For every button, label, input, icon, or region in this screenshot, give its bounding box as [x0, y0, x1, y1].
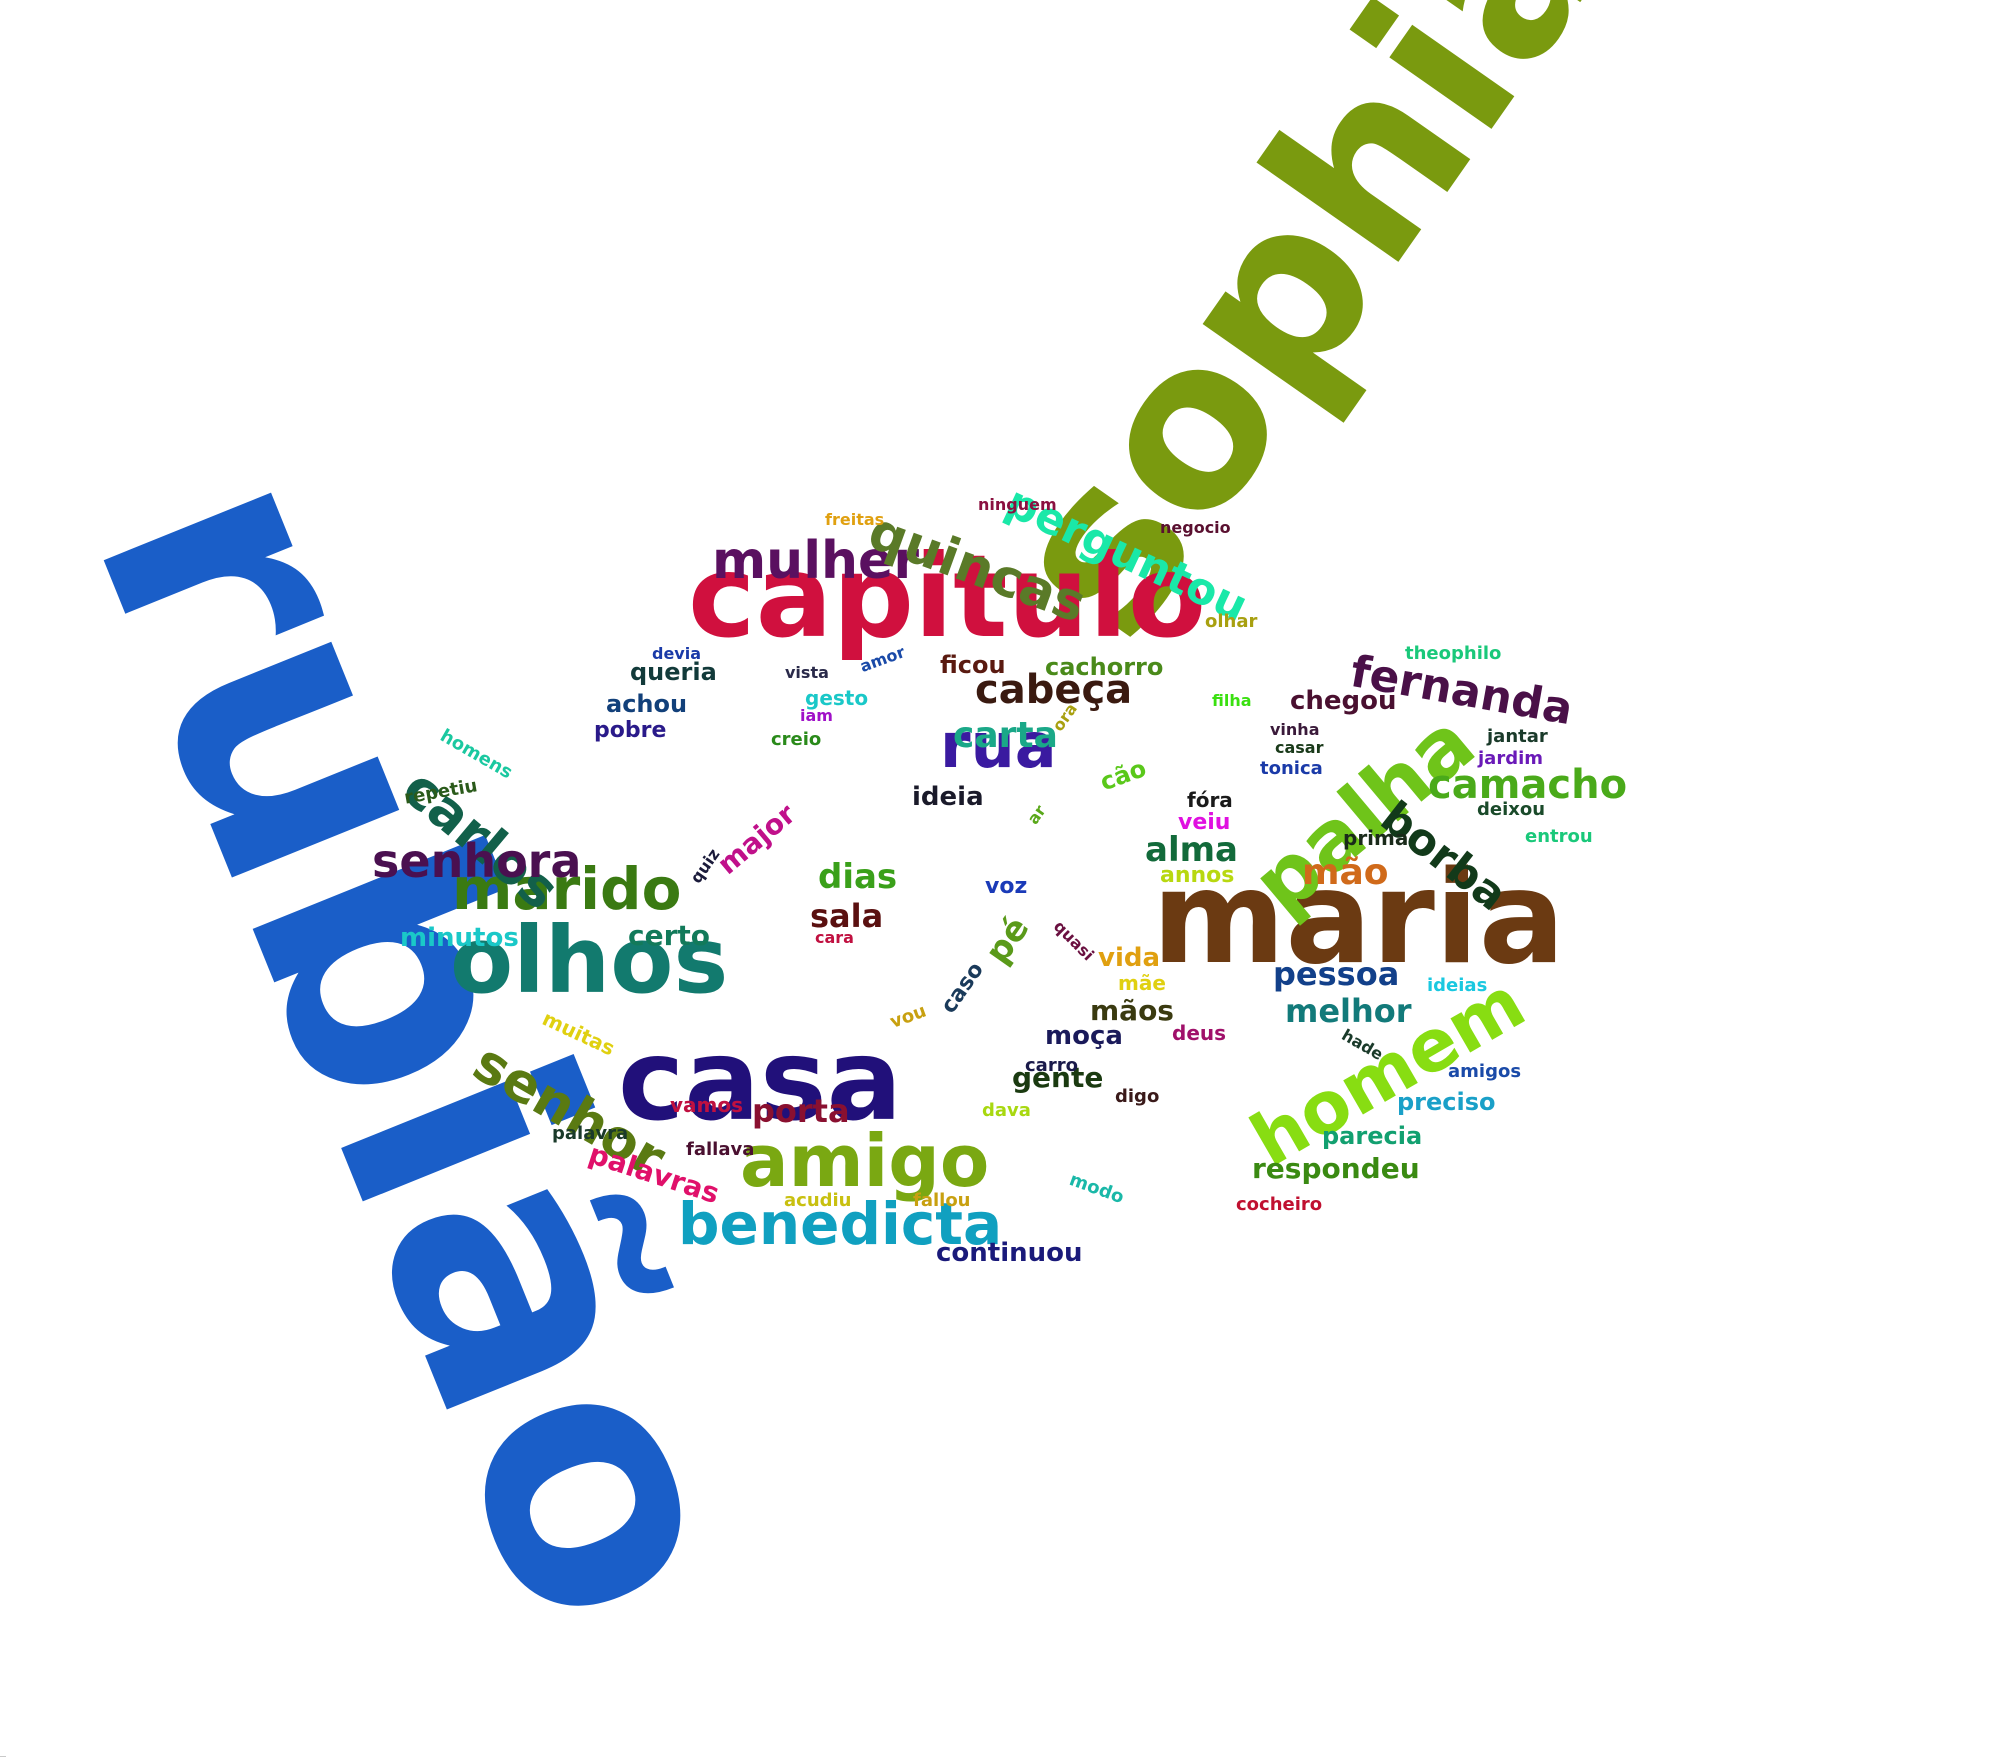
cloud-word: quasi	[1049, 916, 1098, 965]
cloud-word: ficou	[940, 651, 1006, 679]
cloud-word: senhora	[372, 834, 582, 888]
cloud-word: jantar	[1487, 726, 1548, 747]
cloud-word: palavra	[552, 1123, 629, 1144]
cloud-word: moça	[1045, 1021, 1123, 1051]
cloud-word: deixou	[1477, 799, 1546, 820]
cloud-word: digo	[1115, 1086, 1160, 1107]
cloud-word: casa	[618, 1016, 903, 1146]
cloud-word: carro	[1025, 1055, 1078, 1076]
cloud-word: gesto	[805, 686, 869, 710]
cloud-word: ninguem	[978, 495, 1057, 514]
cloud-word: tonica	[1260, 758, 1323, 779]
cloud-word: chegou	[1290, 686, 1397, 716]
cloud-word: fallava	[686, 1139, 755, 1160]
cloud-word: cocheiro	[1236, 1194, 1323, 1215]
cloud-word: capitulo	[688, 530, 1207, 663]
cloud-word: parecia	[1322, 1122, 1423, 1150]
cloud-word: casar	[1275, 738, 1324, 757]
cloud-word: certo	[628, 919, 711, 952]
cloud-word: devia	[652, 644, 702, 663]
cloud-word: vida	[1098, 943, 1161, 973]
cloud-word: rua	[940, 709, 1057, 782]
cloud-word: carta	[953, 715, 1058, 756]
cloud-word: caso	[936, 957, 990, 1019]
cloud-word: pessoa	[1273, 955, 1400, 993]
cloud-word: melhor	[1285, 992, 1412, 1030]
cloud-word: freitas	[825, 510, 885, 529]
cloud-word: ar	[1023, 801, 1050, 828]
cloud-word: camacho	[1428, 762, 1628, 808]
cloud-word: preciso	[1397, 1088, 1496, 1116]
cloud-word: gente	[1012, 1061, 1104, 1094]
cloud-word: continuou	[936, 1238, 1083, 1268]
cloud-word: cão	[1096, 754, 1150, 797]
cloud-word: respondeu	[1252, 1152, 1420, 1185]
cloud-word: queria	[630, 658, 717, 686]
cloud-word: mãos	[1090, 994, 1174, 1027]
cloud-word: dava	[982, 1100, 1031, 1121]
cloud-word: cara	[815, 928, 854, 947]
cloud-word: amigo	[740, 1119, 990, 1203]
cloud-word: ideias	[1427, 975, 1488, 996]
cloud-word: cachorro	[1045, 653, 1164, 681]
cloud-word: entrou	[1525, 826, 1593, 847]
cloud-word: pé	[977, 909, 1038, 972]
cloud-word: mão	[1302, 852, 1389, 893]
cloud-word: fallou	[913, 1190, 971, 1211]
cloud-word: modo	[1066, 1169, 1127, 1209]
cloud-word: jardim	[1478, 748, 1544, 769]
cloud-word: vou	[887, 1000, 930, 1033]
cloud-word: cabeça	[975, 667, 1133, 713]
cloud-word: vamos	[670, 1093, 744, 1117]
cloud-word: alma	[1145, 830, 1238, 870]
cloud-word: annos	[1160, 863, 1235, 888]
cloud-word: deus	[1172, 1021, 1227, 1045]
cloud-word: minutos	[400, 923, 519, 953]
cloud-word: benedicta	[678, 1190, 1003, 1258]
cloud-word: voz	[985, 874, 1028, 899]
cloud-word: iam	[800, 706, 833, 725]
cloud-word: negocio	[1160, 518, 1231, 537]
cloud-word: sala	[810, 897, 884, 935]
cloud-word: vinha	[1270, 720, 1320, 739]
cloud-word: porta	[752, 1092, 850, 1130]
cloud-word: veiu	[1178, 810, 1231, 835]
cloud-word: olhar	[1205, 611, 1258, 632]
cloud-word: filha	[1212, 691, 1252, 710]
cloud-word: marido	[452, 855, 682, 923]
cloud-word: vista	[785, 663, 829, 682]
cloud-word: achou	[606, 690, 688, 718]
cloud-word: dias	[818, 857, 898, 897]
cloud-word: pobre	[594, 718, 667, 743]
cloud-word: mãe	[1118, 971, 1166, 995]
cloud-word: amigos	[1448, 1061, 1522, 1082]
cloud-word: acudiu	[784, 1190, 852, 1211]
cloud-word: olhos	[450, 907, 729, 1014]
cloud-word: maria	[1152, 844, 1566, 993]
cloud-word: major	[711, 797, 802, 881]
cloud-word: mulher	[712, 531, 919, 591]
cloud-word: creio	[771, 729, 822, 750]
cloud-word: quiz	[686, 845, 724, 887]
cloud-word: prima	[1343, 826, 1409, 850]
cloud-word: fóra	[1187, 788, 1233, 812]
cloud-word: theophilo	[1405, 643, 1502, 664]
cloud-word: ideia	[912, 782, 984, 812]
